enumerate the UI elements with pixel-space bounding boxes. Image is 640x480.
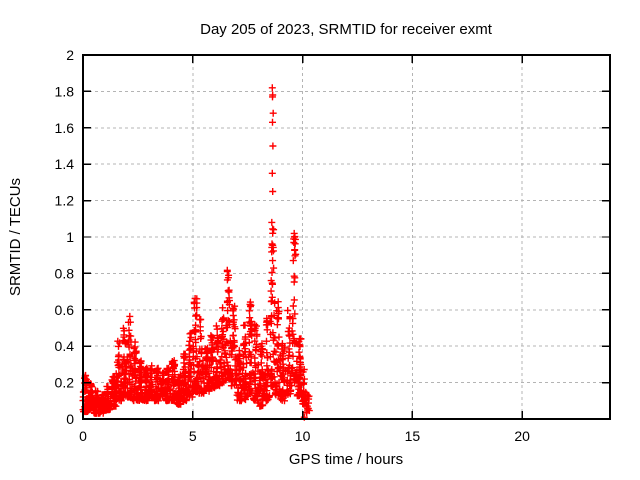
- y-tick-label: 1.4: [55, 156, 75, 172]
- x-tick-label: 20: [514, 428, 530, 444]
- y-tick-label: 0.2: [55, 375, 75, 391]
- x-tick-label: 5: [189, 428, 197, 444]
- y-tick-label: 0: [66, 411, 74, 427]
- plot-border: [82, 54, 611, 420]
- y-axis-label: SRMTID / TECUs: [7, 178, 24, 296]
- x-tick-label: 10: [295, 428, 311, 444]
- scatter-points: [79, 84, 313, 421]
- gridlines: [83, 55, 610, 419]
- y-tick-label: 0.8: [55, 265, 75, 281]
- data-points-layer: [79, 84, 313, 421]
- x-tick-label: 0: [79, 428, 87, 444]
- x-tick-label: 15: [405, 428, 421, 444]
- tick-labels: 00.20.40.60.811.21.41.61.820 5 10 15 20: [55, 47, 531, 444]
- y-tick-label: 1: [66, 229, 74, 245]
- y-tick-label: 0.6: [55, 302, 75, 318]
- y-tick-label: 1.2: [55, 193, 75, 209]
- x-axis-label: GPS time / hours: [289, 451, 403, 468]
- y-tick-label: 1.8: [55, 83, 75, 99]
- y-tick-label: 1.6: [55, 120, 75, 136]
- y-tick-label: 0.4: [55, 338, 75, 354]
- chart-title: Day 205 of 2023, SRMTID for receiver exm…: [200, 21, 493, 38]
- y-tick-label: 2: [66, 47, 74, 63]
